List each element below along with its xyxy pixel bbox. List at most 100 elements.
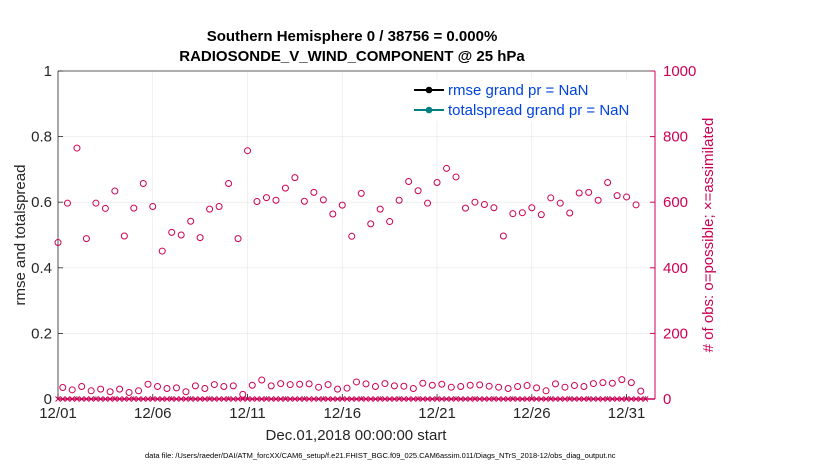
x-tick-label: 12/16	[324, 405, 362, 422]
assimilated-mark	[462, 396, 469, 402]
possible-obs-point	[234, 235, 242, 243]
possible-obs-point	[187, 217, 195, 225]
assimilated-mark	[581, 396, 587, 402]
possible-obs-point	[54, 239, 62, 247]
assimilated-mark	[528, 396, 535, 402]
possible-obs-point	[561, 383, 569, 391]
possible-obs-point	[258, 376, 266, 384]
possible-obs-point	[220, 383, 228, 391]
possible-obs-point	[433, 179, 441, 187]
assimilated-mark	[510, 396, 516, 402]
assimilated-mark	[585, 396, 592, 402]
x-ticks: 12/01 12/06 12/11 12/16 12/21 12/26 12/31	[39, 394, 646, 422]
y-axis-label: rmse and totalspread	[12, 165, 29, 306]
possible-obs-point	[570, 382, 578, 390]
possible-obs-point	[471, 198, 479, 206]
possible-obs-point	[149, 202, 157, 210]
assimilated-mark	[192, 396, 199, 402]
y2-tick-label: 0	[663, 391, 671, 408]
possible-obs-point	[523, 382, 531, 390]
assimilated-mark	[197, 396, 203, 402]
possible-obs-point	[111, 187, 119, 195]
possible-obs-point	[158, 247, 166, 255]
x-tick-label: 12/06	[134, 405, 172, 422]
assimilated-mark	[623, 396, 630, 402]
possible-obs-point	[248, 381, 256, 389]
possible-obs-point	[490, 204, 498, 212]
assimilated-mark	[211, 396, 218, 402]
assimilated-mark	[329, 396, 336, 402]
possible-obs-point	[296, 380, 304, 388]
possible-obs-point	[447, 383, 455, 391]
assimilated-mark	[429, 396, 436, 402]
assimilated-mark	[140, 396, 147, 402]
assimilated-mark	[235, 396, 241, 402]
assimilated-mark	[618, 396, 625, 402]
possible-obs-point	[438, 380, 446, 388]
assimilated-mark	[320, 396, 327, 402]
possible-obs-point	[367, 220, 375, 228]
assimilated-mark	[112, 396, 118, 402]
assimilated-mark	[405, 396, 412, 402]
possible-obs-point	[329, 210, 337, 218]
possible-obs-point	[400, 382, 408, 390]
possible-obs-point	[376, 205, 384, 213]
possible-obs-point	[608, 379, 616, 387]
assimilated-mark	[315, 396, 322, 402]
possible-obs-point	[225, 180, 233, 188]
possible-obs-point	[386, 218, 394, 226]
assimilated-mark	[628, 396, 635, 402]
possible-obs-point	[466, 381, 474, 389]
possible-obs-point	[253, 198, 261, 206]
assimilated-mark	[249, 396, 256, 402]
assimilated-mark	[282, 396, 289, 402]
possible-obs-point	[87, 387, 95, 395]
assimilated-mark	[519, 396, 526, 402]
possible-obs-point	[59, 384, 67, 392]
possible-obs-point	[300, 197, 308, 205]
left-ticks: 0 0.2 0.4 0.6 0.8 1	[31, 63, 63, 408]
possible-obs-point	[262, 194, 270, 202]
assimilated-mark	[491, 396, 497, 402]
assimilated-mark	[296, 396, 303, 402]
assimilated-mark	[372, 396, 379, 402]
possible-obs-point	[172, 384, 180, 392]
y-tick-label: 0.6	[31, 194, 52, 211]
possible-obs-point	[381, 380, 389, 388]
assimilated-mark	[292, 396, 298, 402]
possible-obs-point	[334, 385, 342, 393]
legend-marker-rmse	[425, 86, 433, 94]
assimilated-mark	[287, 396, 294, 402]
possible-obs-point	[139, 180, 147, 188]
assimilated-mark	[116, 396, 123, 402]
possible-obs-point	[206, 205, 214, 213]
plot-area	[58, 71, 655, 399]
assimilated-mark	[69, 396, 76, 402]
y-tick-label: 0	[44, 391, 52, 408]
assimilated-mark	[614, 396, 620, 402]
possible-obs-point	[499, 232, 507, 240]
assimilated-mark	[533, 396, 540, 402]
possible-obs-point	[613, 192, 621, 200]
assimilated-mark	[353, 396, 360, 402]
possible-obs-point	[632, 201, 640, 209]
possible-obs-point	[101, 204, 109, 212]
possible-obs-point	[461, 204, 469, 212]
assimilated-mark	[154, 396, 161, 402]
possible-obs-point	[324, 381, 332, 389]
possible-obs-point	[509, 210, 517, 218]
assimilated-mark	[434, 396, 440, 402]
possible-obs-point	[182, 388, 190, 396]
assimilated-mark	[590, 396, 597, 402]
assimilated-mark	[348, 396, 355, 402]
possible-obs-point	[144, 380, 152, 388]
chart-subtitle: RADIOSONDE_V_WIND_COMPONENT @ 25 hPa	[179, 48, 525, 65]
y2-tick-label: 600	[663, 194, 688, 211]
possible-obs-point	[585, 188, 593, 196]
data-file-footer: data file: /Users/raeder/DAI/ATM_forcXX/…	[145, 451, 616, 460]
y2-tick-label: 1000	[663, 63, 696, 80]
x-tick-label: 12/01	[39, 405, 77, 422]
assimilated-mark	[396, 396, 402, 402]
possible-obs-point	[419, 379, 427, 387]
assimilated-mark	[107, 396, 113, 402]
